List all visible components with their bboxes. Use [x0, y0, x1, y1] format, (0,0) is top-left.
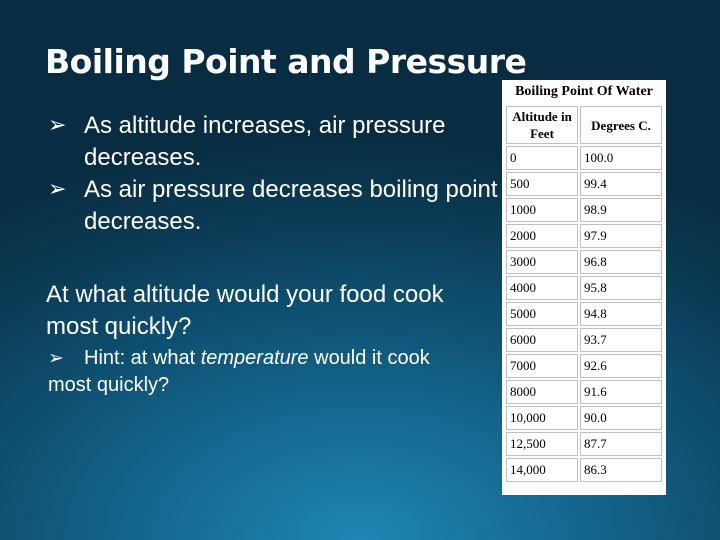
degrees-cell: 100.0: [580, 146, 662, 170]
hint-emphasis: temperature: [200, 347, 309, 369]
table-row: 5000 94.8: [506, 302, 662, 326]
degrees-cell: 92.6: [580, 354, 662, 378]
bullet-text: As altitude increases, air pressure decr…: [84, 112, 446, 171]
table-row: 2000 97.9: [506, 224, 662, 248]
table-row: 3000 96.8: [506, 250, 662, 274]
degrees-cell: 95.8: [580, 276, 662, 300]
header-altitude: Altitude in Feet: [506, 106, 578, 144]
bullet-item: ➢ As altitude increases, air pressure de…: [48, 110, 498, 174]
table-row: 8000 91.6: [506, 380, 662, 404]
altitude-cell: 0: [506, 146, 578, 170]
altitude-cell: 6000: [506, 328, 578, 352]
degrees-cell: 94.8: [580, 302, 662, 326]
altitude-cell: 2000: [506, 224, 578, 248]
table-row: 4000 95.8: [506, 276, 662, 300]
degrees-cell: 93.7: [580, 328, 662, 352]
table-body: 0 100.0 500 99.4 1000 98.9 2000 97.9 3000 96.8 400…: [506, 146, 662, 482]
table-row: 14,000 86.3: [506, 458, 662, 482]
boiling-point-table: Altitude in Feet Degrees C. 0 100.0 500 99.…: [504, 104, 664, 484]
hint-text-before: Hint: at what: [84, 347, 201, 369]
table-row: 10,000 90.0: [506, 406, 662, 430]
altitude-cell: 14,000: [506, 458, 578, 482]
degrees-cell: 87.7: [580, 432, 662, 456]
hint-list: ➢ Hint: at what temperature would it coo…: [48, 345, 508, 399]
hint-text-after: would it cook: [308, 347, 430, 369]
table-header-row: Altitude in Feet Degrees C.: [506, 106, 662, 144]
table-row: 500 99.4: [506, 172, 662, 196]
question-text: At what altitude would your food cook mo…: [46, 281, 444, 340]
degrees-cell: 99.4: [580, 172, 662, 196]
boiling-point-table-panel: Boiling Point Of Water Altitude in Feet …: [502, 80, 666, 495]
table-row: 0 100.0: [506, 146, 662, 170]
altitude-cell: 12,500: [506, 432, 578, 456]
arrow-bullet-icon: ➢: [48, 177, 67, 202]
table-row: 12,500 87.7: [506, 432, 662, 456]
degrees-cell: 91.6: [580, 380, 662, 404]
altitude-cell: 5000: [506, 302, 578, 326]
hint-text-last: most quickly?: [48, 374, 170, 396]
altitude-cell: 8000: [506, 380, 578, 404]
degrees-cell: 90.0: [580, 406, 662, 430]
table-row: 7000 92.6: [506, 354, 662, 378]
degrees-cell: 97.9: [580, 224, 662, 248]
altitude-cell: 1000: [506, 198, 578, 222]
table-caption: Boiling Point Of Water: [515, 84, 653, 99]
header-degrees: Degrees C.: [580, 106, 662, 144]
hint-item: ➢ Hint: at what temperature would it coo…: [48, 345, 508, 399]
arrow-bullet-icon: ➢: [48, 347, 64, 369]
bullet-item: ➢ As air pressure decreases boiling poin…: [48, 174, 498, 238]
arrow-bullet-icon: ➢: [48, 113, 67, 138]
altitude-cell: 10,000: [506, 406, 578, 430]
table-row: 6000 93.7: [506, 328, 662, 352]
bullet-text: As air pressure decreases boiling point …: [84, 176, 498, 235]
altitude-cell: 3000: [506, 250, 578, 274]
table-row: 1000 98.9: [506, 198, 662, 222]
degrees-cell: 98.9: [580, 198, 662, 222]
degrees-cell: 86.3: [580, 458, 662, 482]
slide-title: Boiling Point and Pressure: [45, 42, 527, 81]
bullet-list: ➢ As altitude increases, air pressure de…: [48, 110, 498, 238]
altitude-cell: 500: [506, 172, 578, 196]
altitude-cell: 4000: [506, 276, 578, 300]
degrees-cell: 96.8: [580, 250, 662, 274]
altitude-cell: 7000: [506, 354, 578, 378]
